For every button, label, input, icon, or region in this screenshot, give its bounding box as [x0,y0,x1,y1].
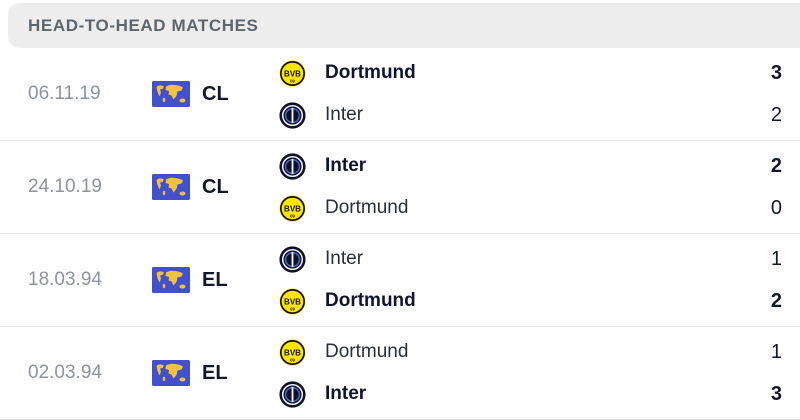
teams-cell: BVB 09 Dortmund 3 Inter 2 [279,48,782,140]
team-line: BVB 09 Dortmund 0 [279,187,782,229]
svg-text:BVB: BVB [284,69,301,78]
svg-text:09: 09 [290,306,295,311]
competition-cell: CL [152,81,279,107]
team-score: 2 [770,289,782,312]
team-name: Inter [325,248,364,269]
team-score: 1 [770,247,782,270]
competition-code: EL [202,361,228,384]
team-name: Dortmund [325,62,416,83]
team-line: Inter 1 [279,238,782,280]
team-score: 2 [770,103,782,126]
match-date: 02.03.94 [28,362,102,383]
teams-cell: Inter 1 BVB 09 Dortmund 2 [279,234,782,326]
team-line: BVB 09 Dortmund 1 [279,331,782,373]
competition-cell: EL [152,267,279,293]
team-line: Inter 2 [279,145,782,187]
team-line: BVB 09 Dortmund 2 [279,280,782,322]
competition-cell: CL [152,174,279,200]
competition-code: CL [202,175,229,198]
svg-text:BVB: BVB [284,297,301,306]
competition-cell: EL [152,360,279,386]
teams-cell: Inter 2 BVB 09 Dortmund 0 [279,141,782,233]
match-row[interactable]: 02.03.94 EL BVB 09 [0,327,800,420]
team-score: 1 [770,340,782,363]
team-name: Inter [325,104,364,125]
world-map-flag-icon [152,81,190,107]
team-line: BVB 09 Dortmund 3 [279,52,782,94]
match-row[interactable]: 06.11.19 CL BVB 09 [0,48,800,141]
team-score: 3 [770,382,782,405]
dortmund-logo: BVB 09 [279,338,306,366]
team-name: Dortmund [325,290,416,311]
team-name: Dortmund [325,197,409,218]
svg-text:BVB: BVB [284,204,301,213]
dortmund-logo: BVB 09 [279,59,306,87]
team-line: Inter 2 [279,94,782,136]
team-score: 3 [770,61,782,84]
dortmund-logo: BVB 09 [279,287,306,315]
section-title: HEAD-TO-HEAD MATCHES [28,15,259,35]
team-name: Inter [325,155,367,176]
team-name: Dortmund [325,341,409,362]
team-line: Inter 3 [279,373,782,415]
head-to-head-card: HEAD-TO-HEAD MATCHES 06.11.19 CL [0,3,800,420]
world-map-flag-icon [152,267,190,293]
svg-text:BVB: BVB [284,348,301,357]
inter-logo [279,245,306,273]
match-row[interactable]: 18.03.94 EL [0,234,800,327]
match-list: 06.11.19 CL BVB 09 [0,48,800,420]
match-date: 06.11.19 [28,83,101,104]
match-date: 18.03.94 [28,269,102,290]
inter-logo [279,152,306,180]
team-name: Inter [325,383,367,404]
team-score: 0 [770,196,782,219]
match-row[interactable]: 24.10.19 CL [0,141,800,234]
inter-logo [279,380,306,408]
team-score: 2 [770,154,782,177]
match-date: 24.10.19 [28,176,102,197]
world-map-flag-icon [152,174,190,200]
competition-code: EL [202,268,228,291]
section-header: HEAD-TO-HEAD MATCHES [8,3,800,48]
svg-text:09: 09 [290,213,295,218]
teams-cell: BVB 09 Dortmund 1 Inter 3 [279,327,782,419]
svg-text:09: 09 [290,357,295,362]
dortmund-logo: BVB 09 [279,194,306,222]
inter-logo [279,101,306,129]
svg-text:09: 09 [290,78,295,83]
world-map-flag-icon [152,360,190,386]
competition-code: CL [202,82,229,105]
